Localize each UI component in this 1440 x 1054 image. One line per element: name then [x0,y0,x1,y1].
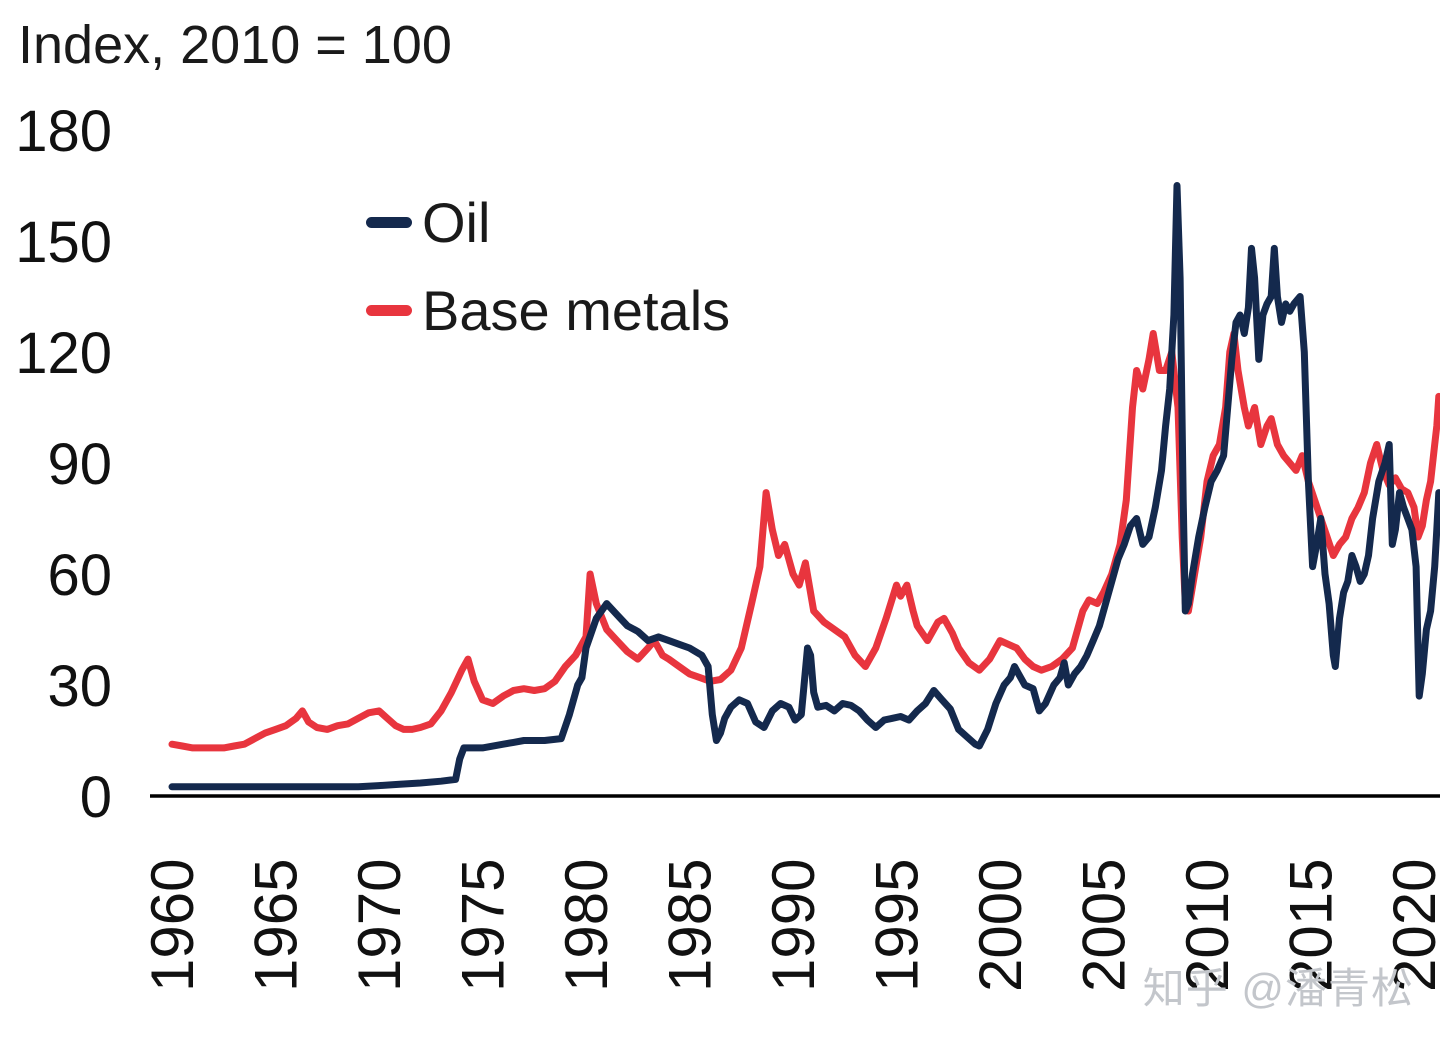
x-axis-tick-label: 1990 [760,859,827,992]
y-axis-tick-label: 0 [80,765,112,830]
oil-legend-label: Oil [422,191,491,254]
x-axis-tick-label: 2005 [1071,859,1138,992]
legend-item-base-metals: Base metals [366,278,731,342]
chart-title: Index, 2010 = 100 [18,15,452,75]
watermark: 知乎 @潘青松 [1142,965,1414,1012]
x-axis-tick-label: 2020 [1381,859,1440,992]
x-axis-tick-label: 1980 [553,859,620,992]
y-axis-tick-label: 90 [47,432,112,497]
x-axis-tick-label: 2000 [967,859,1034,992]
y-axis-tick-label: 60 [47,543,112,608]
oil-line [168,182,1440,791]
y-axis-tick-label: 180 [15,99,112,164]
x-axis-tick-label: 1975 [450,859,517,992]
legend: Oil Base metals [366,192,730,341]
y-axis-tick-label: 30 [47,654,112,719]
base-metals-legend-label: Base metals [422,278,731,342]
x-axis-tick-label: 2010 [1174,859,1241,992]
x-axis-tick-label: 1985 [657,859,724,992]
legend-item-oil: Oil [366,192,730,254]
y-axis-tick-label: 120 [15,321,112,386]
x-axis-tick-label: 2015 [1278,859,1345,992]
oil-line-swatch-icon [366,217,412,229]
y-axis-tick-label: 150 [15,210,112,275]
x-axis-tick-label: 1960 [139,859,206,992]
base-metals-line-swatch-icon [366,304,412,316]
x-axis-tick-label: 1965 [243,859,310,992]
x-axis-tick-label: 1970 [346,859,413,992]
base-metals-line [168,330,1440,752]
x-axis-tick-label: 1995 [864,859,931,992]
